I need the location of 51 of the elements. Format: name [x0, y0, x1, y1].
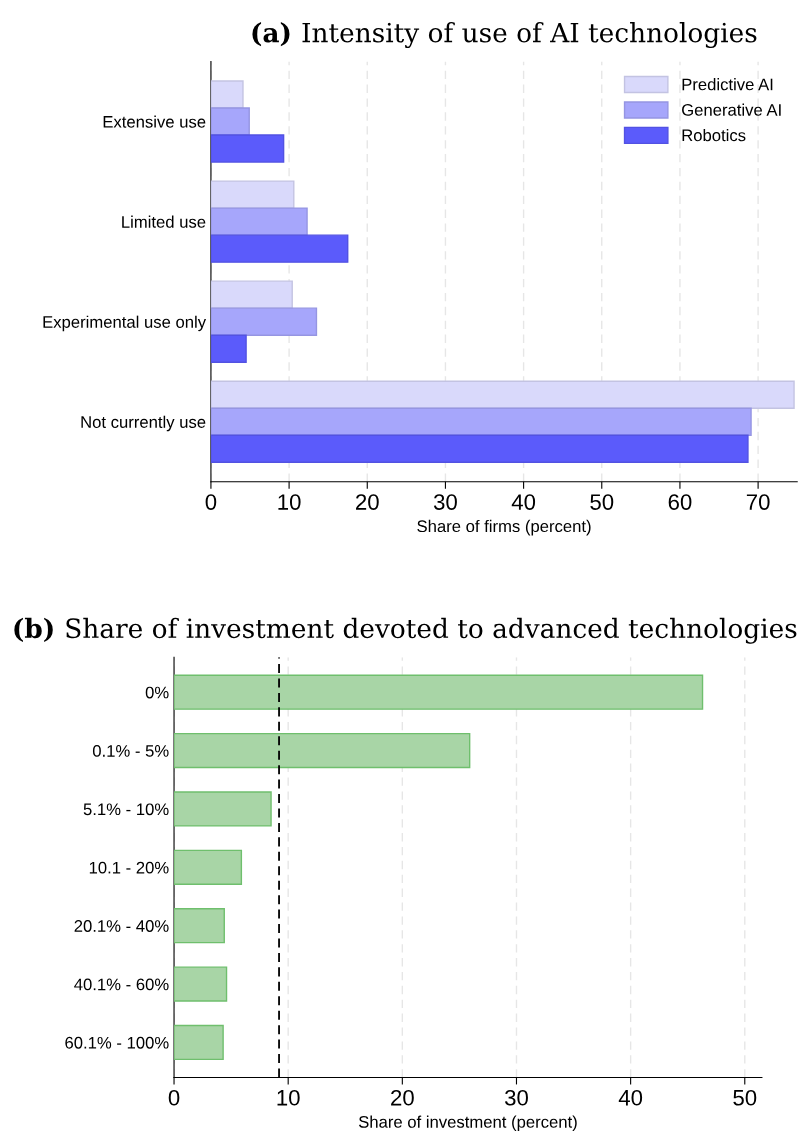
x-tick-label: 20 [356, 494, 379, 510]
bar [210, 207, 308, 236]
bar [174, 966, 228, 1002]
y-tick-label: 40.1% - 60% [74, 978, 169, 991]
bar [174, 732, 471, 769]
y-tick-label: 0% [145, 686, 169, 699]
x-tick-label: 30 [504, 1089, 528, 1106]
x-axis-title: Share of investment (percent) [358, 1115, 577, 1132]
x-tick-label: 50 [590, 494, 614, 510]
x-tick-label: 10 [278, 494, 301, 510]
bar [210, 280, 293, 309]
y-tick-label: Not currently use [81, 415, 206, 432]
y-tick-label: 0.1% - 5% [92, 745, 169, 757]
x-tick-label: 50 [733, 1089, 757, 1106]
y-tick-label: 20.1% - 40% [74, 920, 169, 932]
chart-title: (a) Intensity of use of AI technologies [252, 22, 757, 49]
legend-label: Generative AI [682, 103, 781, 116]
x-tick-label: 60 [668, 494, 692, 510]
chart-title: (b) Share of investment devoted to advanced technologies [14, 617, 797, 644]
bar [174, 674, 704, 710]
bar [210, 134, 285, 163]
bar [210, 234, 349, 263]
y-tick-label: Limited use [122, 215, 206, 228]
y-tick-label: 5.1% - 10% [83, 803, 169, 816]
x-tick-label: 10 [277, 1089, 300, 1106]
bar [210, 80, 244, 109]
y-tick-label: Experimental use only [43, 315, 207, 332]
bar [210, 380, 795, 409]
y-tick-label: 10.1 - 20% [89, 861, 169, 874]
bar [174, 908, 225, 944]
bar [210, 307, 318, 336]
bar [174, 849, 243, 885]
x-tick-label: 40 [511, 494, 536, 510]
legend-label: Robotics [682, 129, 746, 142]
x-tick-label: 20 [391, 1089, 414, 1106]
bar [210, 334, 247, 363]
bar [210, 434, 749, 463]
x-tick-label: 30 [433, 494, 457, 510]
x-tick-label: 0 [168, 1089, 180, 1106]
bar [210, 407, 752, 436]
bar [210, 107, 250, 136]
legend-label: Predictive AI [682, 78, 773, 91]
bar [174, 1024, 224, 1061]
y-tick-label: 60.1% - 100% [65, 1036, 169, 1049]
x-tick-label: 40 [618, 1089, 643, 1106]
bar [210, 180, 295, 209]
y-tick-label: Extensive use [103, 115, 206, 128]
bar [174, 791, 272, 827]
x-axis-title: Share of firms (percent) [417, 519, 591, 536]
x-tick-label: 70 [746, 494, 770, 510]
x-tick-label: 0 [205, 494, 217, 510]
